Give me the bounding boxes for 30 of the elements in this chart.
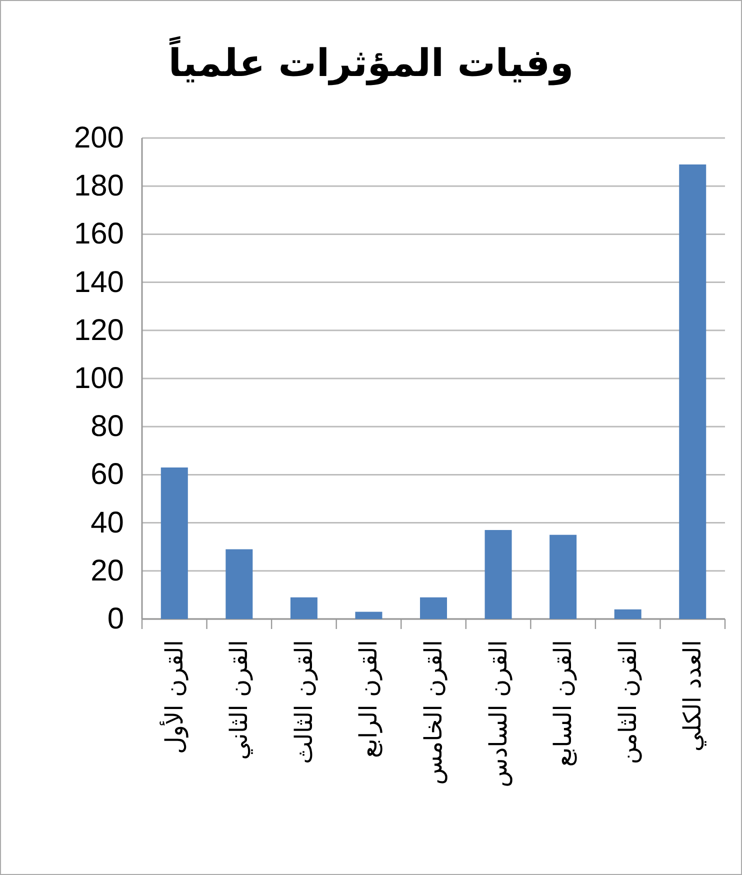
y-tick-label: 100 [74, 362, 124, 395]
bar [290, 597, 318, 619]
y-tick-label: 0 [107, 602, 124, 636]
x-tick-label: العدد الكلي [678, 640, 707, 752]
bar [420, 597, 447, 619]
bar [679, 164, 706, 619]
x-tick-label: القرن الرابع [354, 640, 383, 758]
y-tick-label: 160 [74, 218, 124, 251]
x-tick-label: القرن الثاني [225, 640, 254, 760]
y-tick-label: 60 [90, 458, 124, 492]
chart-title: وفيات المؤثرات علمياً [168, 36, 574, 86]
x-tick-label: القرن السابع [549, 640, 578, 767]
bar [484, 530, 512, 619]
x-tick-label: القرن الخامس [420, 640, 448, 785]
y-tick-label: 40 [90, 506, 124, 540]
bar [550, 534, 577, 619]
bar [355, 612, 382, 619]
x-tick-label: القرن السادس [484, 640, 512, 788]
x-tick-label: القرن الأول [159, 640, 188, 754]
y-tick-label: 180 [74, 170, 124, 203]
y-tick-label: 200 [74, 122, 124, 154]
y-tick-label: 120 [74, 314, 124, 347]
bar [226, 549, 253, 619]
x-tick-label: القرن الثامن [614, 640, 642, 764]
y-tick-label: 140 [74, 266, 124, 299]
y-tick-label: 80 [90, 410, 124, 444]
y-tick-label: 20 [90, 554, 124, 588]
x-tick-label: القرن الثالث [290, 640, 318, 764]
bar [160, 467, 188, 619]
bar [614, 609, 642, 619]
